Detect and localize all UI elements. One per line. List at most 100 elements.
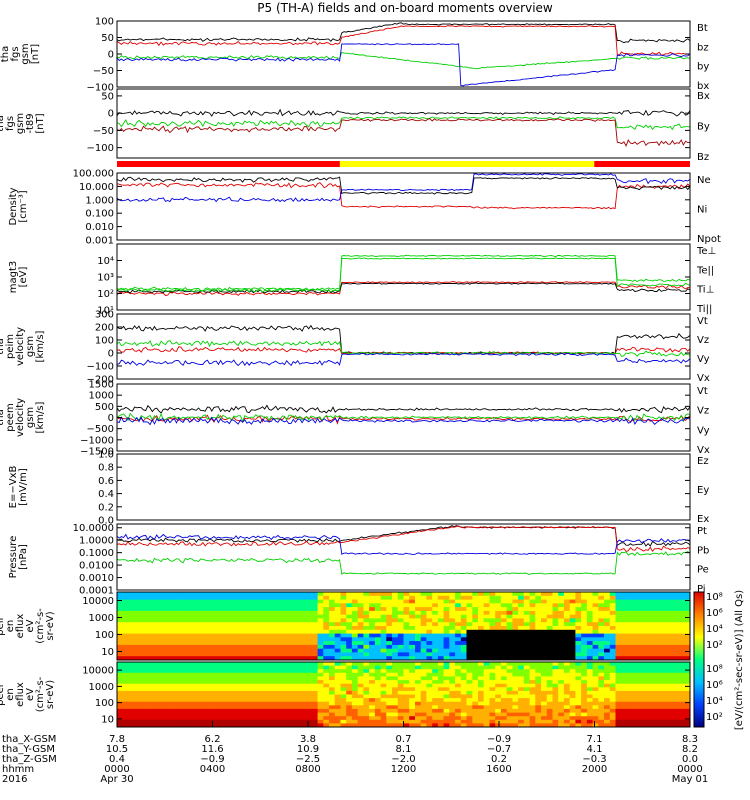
mode-segment-0 <box>117 161 340 167</box>
series-lines <box>117 108 690 147</box>
y-label-line: [km/s] <box>35 330 46 362</box>
x-tick-label: 7.8 <box>109 734 125 745</box>
series-Pi <box>117 533 690 556</box>
y-ticks: 100.000 10.000 1.000 0.100 0.010 0.001 <box>73 169 690 247</box>
y-tick-label: 0 <box>108 413 114 424</box>
y-tick-label: 0.2 <box>98 502 114 513</box>
legend-Ey: Ey <box>697 485 709 496</box>
series-Vz <box>117 414 690 425</box>
legend-Vz: Vz <box>697 406 709 417</box>
panel-frame <box>116 172 691 241</box>
series-Npot <box>117 173 690 203</box>
series-Te⊥ <box>117 281 690 296</box>
legend: Te⊥ Te|| Ti⊥ Ti|| <box>696 246 716 315</box>
y-label-line: velocity <box>15 398 26 437</box>
legend-Pb: Pb <box>697 545 709 556</box>
y-tick-label: 10000 <box>82 666 114 677</box>
colorbar-tick-label: 10⁸ <box>706 664 723 675</box>
y-ticks: 10⁴ 10³ 10² 10¹ <box>97 256 690 317</box>
colorbar: 10⁸ 10⁸ 10⁶ 10⁶ 10⁴ 10⁴ 10² 10² [eV/(cm²-sec-sr-… <box>693 590 745 730</box>
y-tick-label: 0.1000 <box>79 548 114 559</box>
y-tick-label: 1.0 <box>98 450 114 461</box>
y-label-line: peem <box>5 403 16 431</box>
y-tick-label: 10³ <box>97 273 114 284</box>
spectrogram-image <box>117 662 690 727</box>
series-Vy <box>117 412 690 423</box>
series-Vy <box>117 340 690 358</box>
series-Vx <box>117 416 690 426</box>
chart-title: P5 (TH-A) fields and on-board moments ov… <box>257 1 553 15</box>
legend-Vx: Vx <box>697 373 710 384</box>
y-tick-label: 0 <box>108 109 114 120</box>
y-tick-label: 100 <box>95 17 114 28</box>
y-ticks: 300 200 100 0 −100 −200 <box>87 310 690 386</box>
x-row-label: tha_Z-GSM <box>2 754 57 765</box>
series-Ne <box>117 182 690 210</box>
y-tick-label: 10¹ <box>97 306 114 317</box>
colorbar-tick-label: 10⁸ <box>706 592 723 603</box>
y-label-line: fgs <box>5 116 16 131</box>
y-tick-label: 0.0010 <box>79 573 114 584</box>
x-axis: tha_X-GSM 7.8 6.2 3.8 0.7 −0.9 7.1 8.3 tha_Y-GSM… <box>2 721 708 785</box>
y-label-line: [mV/m] <box>18 468 29 506</box>
series-Te|| <box>117 282 690 294</box>
y-tick-label: −100 <box>87 83 114 94</box>
y-tick-label: 0.6 <box>98 476 114 487</box>
y-tick-label: 1.000 <box>85 195 114 206</box>
x-tick-label: −0.7 <box>487 744 511 755</box>
x-tick-label: 0.7 <box>396 734 412 745</box>
x-tick-label: 0000 <box>677 764 702 775</box>
series-Ni <box>117 176 690 195</box>
legend-Vz: Vz <box>697 335 709 346</box>
legend-Vy: Vy <box>697 354 710 365</box>
y-label-line: sr-eV) <box>45 611 56 640</box>
legend-Ti||: Ti|| <box>696 304 712 315</box>
panel-peer-spectrogram: 10000 1000 100 10 thapeerenefluxeV(cm²-s-sr-… <box>0 661 691 728</box>
colorbar-tick-label: 10⁶ <box>706 680 723 691</box>
y-tick-label: −1500 <box>80 447 114 458</box>
x-tick-label: 0.0 <box>682 754 698 765</box>
y-label-line: [nT] <box>30 44 41 64</box>
x-tick-label: 7.1 <box>587 734 603 745</box>
x-row-label: tha_X-GSM <box>2 734 56 745</box>
panel-frame <box>116 591 691 661</box>
x-tick-label: 8.3 <box>682 734 698 745</box>
legend: Bx By Bz <box>697 91 710 163</box>
y-label-line: tha <box>0 115 6 131</box>
y-label-line: gsm <box>25 336 36 357</box>
y-label-line: peim <box>5 334 16 359</box>
legend-Vy: Vy <box>697 425 710 436</box>
y-tick-label: 100 <box>95 336 114 347</box>
y-label-line: [nPa] <box>18 544 29 570</box>
series-Vt <box>117 404 690 414</box>
mode-segment-2 <box>594 161 690 167</box>
legend-bx: bx <box>697 81 709 92</box>
legend-Ni: Ni <box>697 205 707 216</box>
y-ticks: 100 50 0 −50 −100 <box>87 17 690 94</box>
x-start-date: Apr 30 <box>100 774 133 785</box>
x-tick-label: −0.9 <box>200 754 224 765</box>
x-year: 2016 <box>2 774 27 785</box>
panel-peir-spectrogram: 10000 1000 100 10 thapeirenefluxeV(cm²-s-sr-… <box>0 591 691 661</box>
y-tick-label: 10 <box>101 647 114 658</box>
y-tick-label: 500 <box>95 402 114 413</box>
y-tick-label: 1.0000 <box>79 536 114 547</box>
y-axis-label: tha peim velocity gsm [km/s] <box>0 327 46 366</box>
y-tick-label: −50 <box>93 66 114 77</box>
series-lines <box>117 404 690 426</box>
colorbar-tick-label: 10² <box>706 640 723 651</box>
y-axis-label: thapeirenefluxeV(cm²-s-sr-eV) <box>0 608 56 644</box>
series-Vx <box>117 352 690 367</box>
legend-Vt: Vt <box>697 316 708 327</box>
x-tick-label: 0.4 <box>109 754 125 765</box>
y-label-line: eV <box>25 688 36 701</box>
y-tick-label: 50 <box>101 33 114 44</box>
legend: Vt Vz Vy Vx <box>697 316 710 384</box>
series-lines <box>117 525 690 575</box>
y-label-line: magt3 <box>8 261 19 294</box>
y-axis-label: tha peem velocity gsm [km/s] <box>0 398 46 437</box>
series-Pb <box>117 525 690 553</box>
legend: Bt bz by bx <box>697 23 709 92</box>
y-axis-label: tha fgs gsm -t89 [nT] <box>0 113 46 134</box>
legend-Ex: Ex <box>697 514 709 525</box>
